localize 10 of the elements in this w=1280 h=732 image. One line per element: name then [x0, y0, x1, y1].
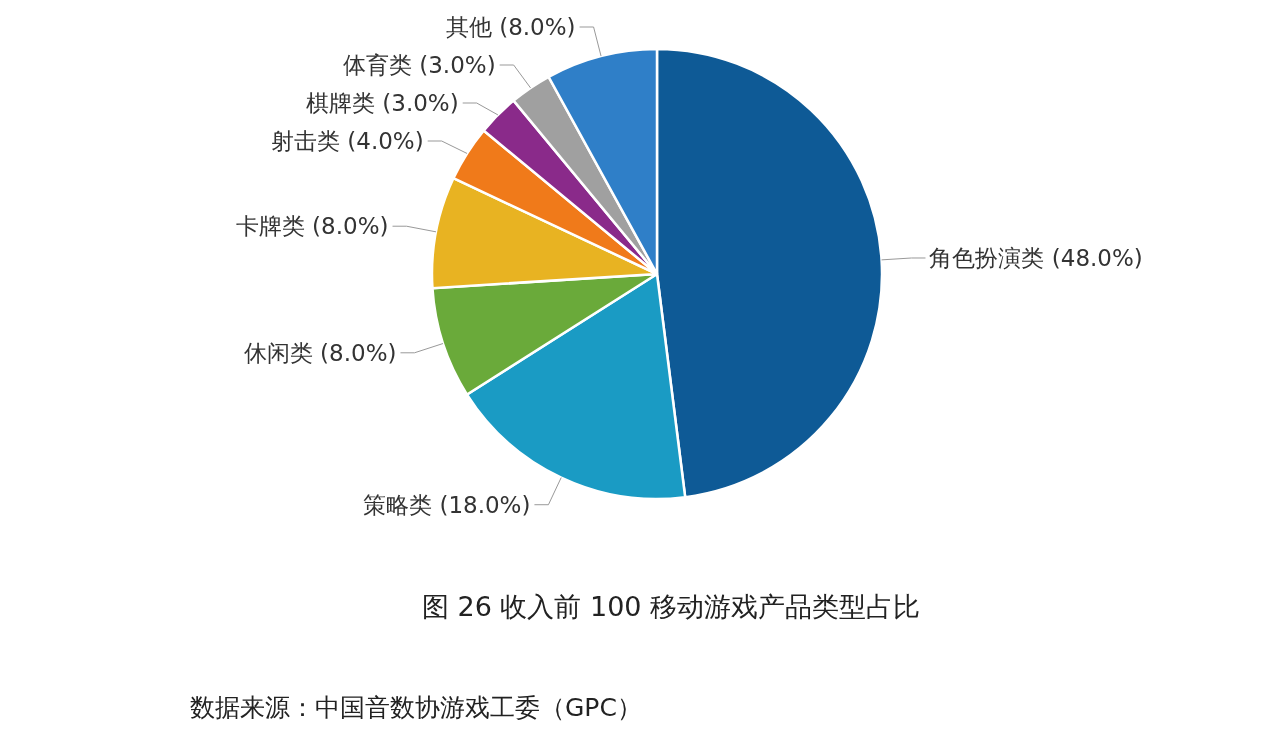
- slice-label: 休闲类 (8.0%): [243, 339, 397, 366]
- slice-label: 卡牌类 (8.0%): [235, 213, 389, 240]
- slice-label: 棋牌类 (3.0%): [305, 90, 459, 117]
- slice-label: 射击类 (4.0%): [270, 128, 424, 155]
- slice-label: 策略类 (18.0%): [363, 491, 531, 518]
- source-note: 数据来源：中国音数协游戏工委（GPC）: [190, 693, 642, 722]
- slice-label: 角色扮演类 (48.0%): [929, 244, 1143, 271]
- slice-label: 其他 (8.0%): [445, 14, 576, 41]
- slice-label: 体育类 (3.0%): [342, 52, 496, 79]
- text: 图 26 收入前 100 移动游戏产品类型占比: [421, 591, 921, 622]
